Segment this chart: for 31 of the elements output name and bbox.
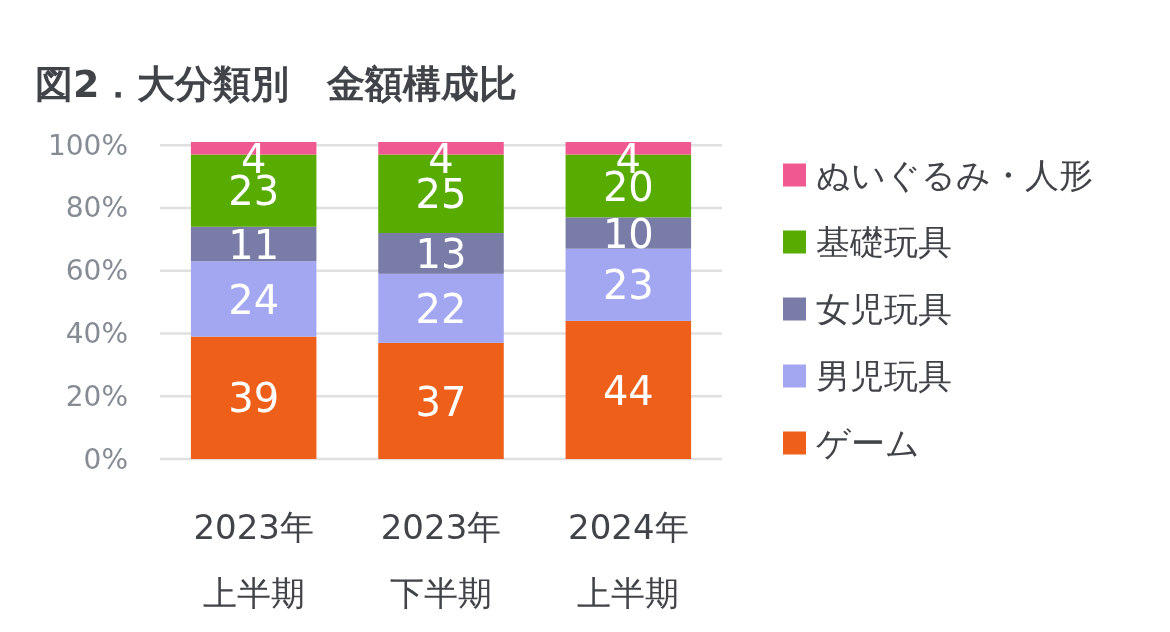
legend-label: ゲーム xyxy=(816,423,920,463)
bar xyxy=(190,261,317,337)
y-tick-label: 80% xyxy=(65,191,128,225)
bar xyxy=(378,233,504,274)
bar xyxy=(565,248,692,321)
y-tick-label: 0% xyxy=(83,442,128,476)
data-label: 13 xyxy=(415,231,467,278)
data-label: 39 xyxy=(228,375,280,422)
bar xyxy=(190,336,317,459)
y-tick-label: 100% xyxy=(47,128,128,162)
x-tick-label: 2023年下半期 xyxy=(380,507,502,613)
bar xyxy=(565,320,692,459)
title: 図2．大分類別 金額構成比 xyxy=(35,62,518,106)
data-label: 37 xyxy=(415,378,467,425)
data-label: 23 xyxy=(602,262,654,309)
y-tick-label: 40% xyxy=(65,316,128,350)
data-label: 11 xyxy=(228,221,280,268)
data-label: 44 xyxy=(602,367,654,414)
x-tick-label: 2024年上半期 xyxy=(568,507,689,613)
bar xyxy=(378,273,504,343)
x-tick-label: 2023年上半期 xyxy=(193,507,314,613)
legend-label: ぬいぐるみ・人形 xyxy=(816,155,1093,195)
data-label: 10 xyxy=(602,210,654,257)
legend-label: 女児玩具 xyxy=(816,289,952,329)
data-label: 24 xyxy=(228,276,280,323)
legend-label: 男児玩具 xyxy=(816,356,952,396)
y-tick-label: 20% xyxy=(65,379,128,413)
data-label: 22 xyxy=(415,285,467,332)
legend-label: 基礎玩具 xyxy=(816,222,952,262)
bar xyxy=(378,342,504,459)
y-tick-label: 60% xyxy=(65,254,128,288)
